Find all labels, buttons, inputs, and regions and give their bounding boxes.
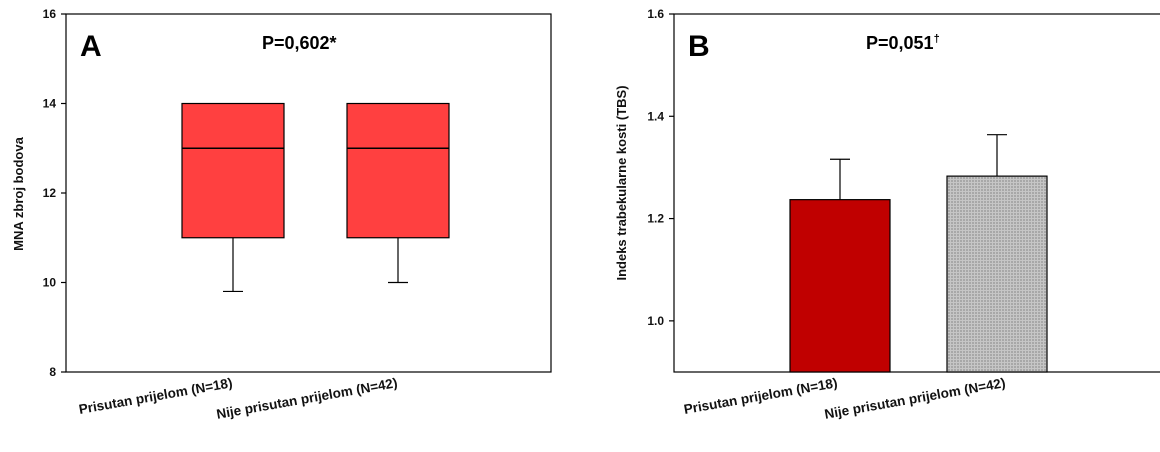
panel-b-p-value: P=0,051†	[866, 33, 940, 53]
panel-a-y-tick-label: 12	[43, 186, 57, 200]
panel-a-x-label-2: Nije prisutan prijelom (N=42)	[215, 375, 398, 422]
panel-a-y-axis-title: MNA zbroj bodova	[11, 136, 26, 250]
panel-a-letter: A	[80, 30, 102, 63]
panel-b-y-tick-label: 1.0	[647, 314, 664, 328]
panel-b-letter: B	[688, 30, 710, 63]
panel-b-plot-frame	[673, 13, 1160, 373]
bar	[789, 199, 891, 373]
panel-b-bars	[789, 134, 1048, 373]
panel-b-bar-1	[789, 158, 891, 373]
panel-a-y-tick-label: 14	[43, 97, 57, 111]
panel-b-y-tick-label: 1.4	[647, 109, 664, 123]
panel-a-box-1	[181, 102, 285, 293]
panel-a-y-ticks: 8 10 12 14 16	[43, 7, 66, 379]
bar	[946, 175, 1048, 373]
panel-a-y-tick-label: 8	[49, 365, 56, 379]
panel-b-y-axis-title: Indeks trabekularne kosti (TBS)	[614, 85, 629, 280]
panel-b-x-label-1: Prisutan prijelom (N=18)	[683, 375, 839, 417]
panel-b-y-ticks: 1.0 1.2 1.4 1.6	[647, 7, 674, 328]
panel-b-bar-2	[946, 134, 1048, 373]
panel-a-boxes	[181, 102, 450, 293]
panel-a-p-value: P=0,602*	[262, 33, 337, 53]
panel-a-y-tick-label: 10	[43, 276, 57, 290]
panel-b-bar-chart: B P=0,051† Indeks trabekularne kosti (TB…	[614, 7, 1160, 422]
panel-b-p-value-mark: †	[934, 33, 940, 45]
panel-a-plot-frame	[65, 13, 552, 373]
panel-b-y-tick-label: 1.2	[647, 212, 664, 226]
interquartile-box	[181, 102, 285, 239]
panel-b-p-value-text: P=0,051	[866, 33, 934, 53]
panel-a-box-2	[346, 102, 450, 284]
panel-a-box-plot: A P=0,602* MNA zbroj bodova 8 10 12 14 16 Pr…	[11, 7, 552, 422]
panel-a-x-label-1: Prisutan prijelom (N=18)	[78, 375, 234, 417]
panel-b-x-label-2: Nije prisutan prijelom (N=42)	[823, 375, 1006, 422]
panel-a-y-tick-label: 16	[43, 7, 57, 21]
interquartile-box	[346, 102, 450, 239]
panel-b-y-tick-label: 1.6	[647, 7, 664, 21]
